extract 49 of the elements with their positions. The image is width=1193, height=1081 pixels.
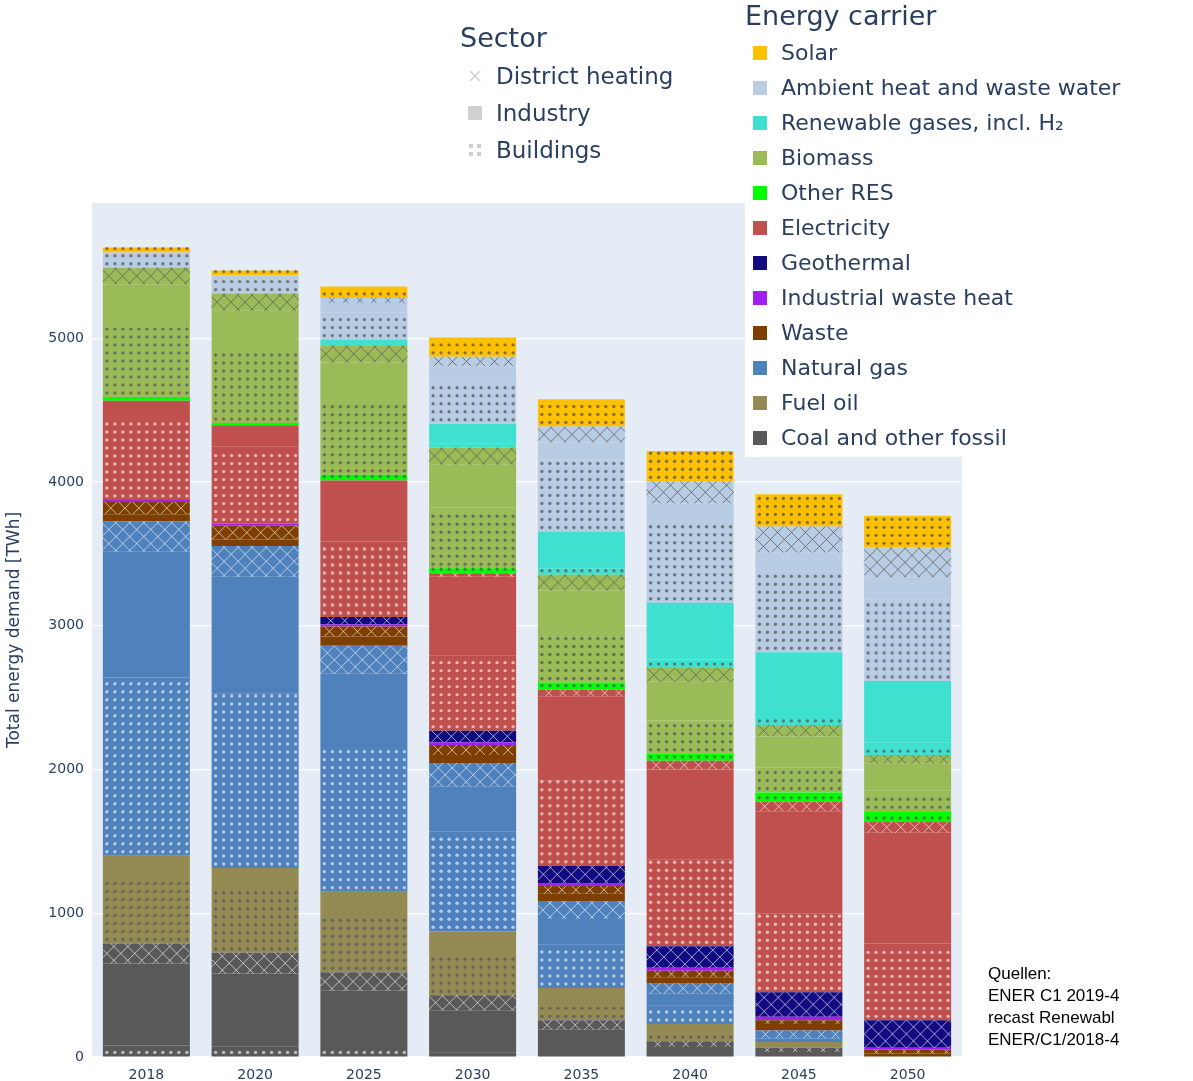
text: recast Renewabl: [988, 1007, 1116, 1029]
bar: [864, 1053, 952, 1057]
legend-label: Natural gas: [781, 355, 909, 380]
y-tick-label: 1000: [48, 903, 84, 920]
y-tick-label: 0: [75, 1047, 84, 1064]
legend-label: Renewable gases, incl. H₂: [781, 110, 1064, 135]
legend-label: Ambient heat and waste water: [781, 75, 1121, 100]
x-tick-label: 2020: [237, 1066, 273, 1081]
legend-label: Electricity: [781, 215, 891, 240]
bar: [646, 967, 734, 971]
bar: [320, 286, 408, 298]
text: ENER/C1/2018-4: [988, 1029, 1120, 1051]
legend-label: Solar: [781, 40, 838, 65]
source-note: Quellen:: [988, 963, 1053, 985]
legend-label: Buildings: [496, 136, 602, 163]
legend-label: Fuel oil: [781, 390, 859, 415]
legend-label: Waste: [781, 320, 849, 345]
y-tick-label: 2000: [48, 760, 84, 777]
bar: [755, 1051, 843, 1057]
legend-label: Geothermal: [781, 250, 911, 275]
x-tick-label: 2018: [128, 1066, 165, 1081]
y-axis-title: Total energy demand [TWh]: [2, 511, 23, 750]
bar: [537, 883, 625, 886]
bar: [429, 423, 517, 444]
legend-label: Industrial waste heat: [781, 285, 1013, 310]
legend-label: Other RES: [781, 180, 894, 205]
y-tick-label: 3000: [48, 616, 84, 633]
bar: [211, 523, 299, 526]
bar: [211, 422, 299, 426]
x-tick-label: 2040: [672, 1066, 708, 1081]
x-tick-label: 2025: [346, 1066, 382, 1081]
legend-label: Industry: [496, 99, 591, 126]
y-tick-label: 5000: [48, 328, 84, 345]
legend-title: Energy carrier: [745, 0, 938, 31]
bar: [755, 1047, 843, 1052]
bar: [102, 397, 190, 401]
x-tick-label: 2050: [889, 1066, 926, 1081]
legend-label: District heating: [496, 62, 674, 89]
x-tick-label: 2030: [454, 1066, 491, 1081]
x-tick-label: 2035: [563, 1066, 600, 1081]
text: Sector: [460, 22, 548, 53]
legend-label: Coal and other fossil: [781, 425, 1007, 450]
bar: [864, 1047, 952, 1050]
legend-label: Biomass: [781, 145, 874, 170]
text: ENER C1 2019-4: [988, 985, 1120, 1007]
y-tick-label: 4000: [48, 472, 84, 489]
x-tick-label: 2045: [781, 1066, 817, 1081]
bar: [755, 1023, 843, 1031]
bar: [755, 1030, 843, 1039]
